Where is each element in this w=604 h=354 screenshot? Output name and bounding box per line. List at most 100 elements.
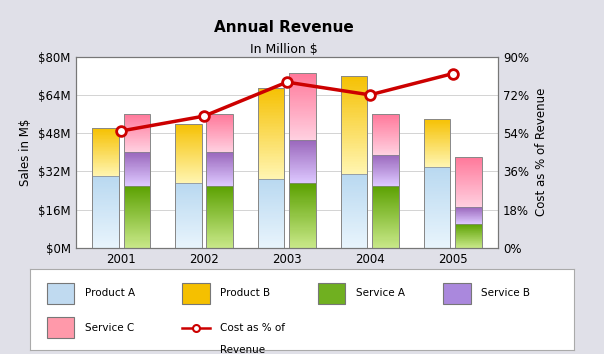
Bar [289, 86, 316, 87]
Bar [258, 199, 284, 200]
Bar [423, 213, 450, 214]
Bar [341, 126, 367, 128]
Bar [289, 225, 316, 226]
Bar [455, 203, 482, 204]
Bar [289, 104, 316, 106]
Bar [207, 174, 233, 175]
Bar [341, 228, 367, 229]
Bar [423, 127, 450, 128]
Bar [124, 179, 150, 180]
Bar [372, 150, 399, 151]
Bar [207, 196, 233, 197]
Bar [258, 171, 284, 172]
Bar [455, 160, 482, 161]
Bar [207, 199, 233, 200]
Bar [289, 73, 316, 74]
Bar [341, 105, 367, 107]
Bar [455, 247, 482, 248]
Bar [289, 99, 316, 100]
Bar [124, 230, 150, 231]
Bar [175, 216, 202, 217]
X-axis label: Year: Year [271, 271, 303, 284]
Bar [423, 166, 450, 168]
Bar [207, 168, 233, 169]
Bar [423, 156, 450, 157]
Bar [341, 217, 367, 218]
Bar [92, 243, 118, 244]
Bar [258, 89, 284, 91]
Bar [289, 143, 316, 144]
Bar [175, 150, 202, 152]
Bar [175, 167, 202, 169]
Bar [289, 158, 316, 159]
Bar [258, 191, 284, 192]
Bar [423, 176, 450, 177]
Bar [372, 185, 399, 248]
Bar [124, 150, 150, 151]
Bar [207, 209, 233, 210]
Bar [455, 245, 482, 246]
Bar [455, 164, 482, 165]
Bar [341, 247, 367, 248]
Bar [92, 142, 118, 143]
Bar [289, 78, 316, 79]
Bar [258, 192, 284, 194]
Bar [372, 247, 399, 248]
Bar [207, 226, 233, 227]
Bar [289, 172, 316, 173]
Bar [341, 240, 367, 242]
Bar [372, 240, 399, 241]
Bar [289, 145, 316, 146]
Bar [341, 243, 367, 244]
Bar [455, 239, 482, 240]
Bar [423, 162, 450, 163]
Bar [372, 122, 399, 123]
Bar [372, 200, 399, 201]
Bar [175, 144, 202, 145]
Bar [372, 125, 399, 126]
Bar [92, 128, 118, 129]
Bar [455, 165, 482, 166]
Bar [289, 233, 316, 234]
Bar [289, 220, 316, 221]
Bar [289, 79, 316, 80]
Bar [124, 222, 150, 223]
Bar [175, 211, 202, 212]
Bar [207, 157, 233, 158]
Bar [124, 187, 150, 188]
Bar [207, 155, 233, 156]
Bar [372, 234, 399, 235]
Bar [372, 120, 399, 121]
Bar [258, 116, 284, 118]
Bar [289, 234, 316, 235]
Bar [423, 137, 450, 138]
Bar [258, 189, 284, 190]
Bar [341, 203, 367, 205]
Bar [289, 115, 316, 116]
Bar [455, 242, 482, 243]
Bar [207, 192, 233, 193]
Bar [372, 144, 399, 145]
Bar [341, 179, 367, 180]
Bar [258, 156, 284, 157]
Bar [92, 228, 118, 229]
Bar [455, 161, 482, 162]
Bar [175, 244, 202, 245]
Bar [455, 236, 482, 237]
Bar [289, 149, 316, 150]
Bar [341, 148, 367, 149]
Bar [423, 175, 450, 176]
Bar [289, 119, 316, 120]
Bar [289, 108, 316, 109]
Bar [372, 202, 399, 203]
Bar [289, 187, 316, 188]
Bar [341, 244, 367, 245]
Bar [175, 135, 202, 136]
Bar [423, 238, 450, 240]
Bar [289, 173, 316, 174]
Bar [455, 158, 482, 159]
Bar [289, 154, 316, 155]
Bar [372, 201, 399, 202]
Bar [207, 222, 233, 223]
Bar [124, 121, 150, 122]
